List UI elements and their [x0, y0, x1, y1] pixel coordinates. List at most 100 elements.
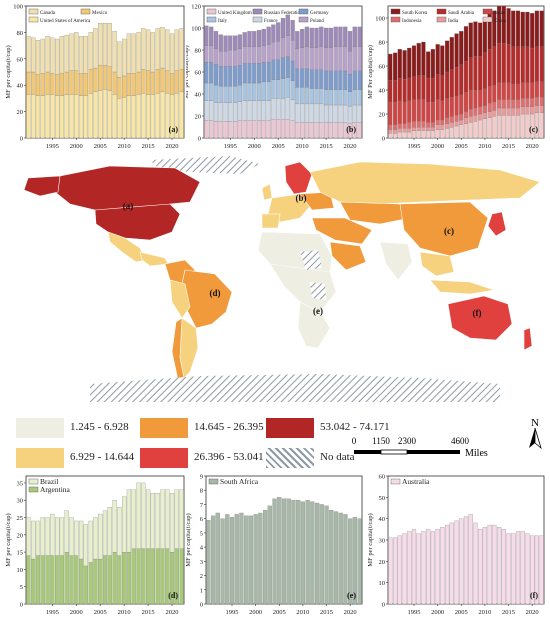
legend-label: Saudi Arabia — [448, 11, 475, 16]
scale-tick-3: 4600 — [451, 436, 470, 446]
bar-b-9-1 — [247, 100, 252, 121]
bar-b-2-2 — [213, 85, 219, 103]
bar-d-17-0 — [107, 555, 112, 605]
bar-d-1-0 — [31, 558, 36, 605]
bar-b-31-3 — [352, 70, 357, 90]
bar-b-28-2 — [338, 89, 343, 106]
bar-c-2-3 — [397, 100, 402, 124]
bar-a-8-2 — [64, 34, 69, 73]
bar-f-4-0 — [407, 531, 412, 605]
bar-b-15-2 — [276, 79, 281, 99]
ytick-label: 1 — [200, 587, 203, 594]
bar-c-14-3 — [454, 95, 459, 116]
ytick-label: 10 — [17, 567, 24, 574]
chart-panel-f: 0 10 20 30 40 50 60 1995 2000 2005 2010 2015 2020 MF … — [368, 472, 550, 621]
bar-b-8-1 — [242, 100, 247, 121]
scale-tick-2: 2300 — [398, 436, 417, 446]
legend-swatch — [28, 8, 39, 15]
legend-swatch — [390, 16, 401, 23]
bar-b-0-0 — [204, 120, 209, 139]
bar-c-4-1 — [407, 128, 412, 133]
bar-d-19-0 — [117, 555, 122, 605]
bar-c-21-2 — [487, 103, 492, 112]
bar-f-32-0 — [539, 535, 544, 605]
bar-e-3-0 — [220, 518, 225, 605]
legend-swatch — [28, 486, 39, 493]
region-australia — [447, 295, 513, 341]
bar-b-16-0 — [280, 119, 286, 139]
bar-b-22-2 — [309, 88, 314, 105]
bar-e-4-0 — [225, 514, 230, 605]
bar-e-5-0 — [229, 517, 235, 605]
bar-b-26-3 — [328, 70, 333, 90]
panel-label: (c) — [529, 125, 538, 134]
bar-a-18-0 — [112, 94, 117, 139]
bar-f-9-0 — [430, 531, 435, 605]
world-map: (a) (b) (c) (d) (e) (f) — [0, 152, 550, 402]
bar-c-31-1 — [534, 105, 539, 113]
legend-label: Russian Federation — [264, 11, 303, 16]
bar-c-19-1 — [478, 113, 483, 121]
bar-a-6-2 — [55, 38, 60, 75]
panel-label: (d) — [168, 591, 178, 600]
bar-b-6-1 — [233, 102, 238, 122]
bar-c-31-3 — [534, 81, 539, 98]
ytick-label: 120 — [191, 4, 201, 11]
bar-c-7-3 — [421, 99, 426, 122]
ytick-label: 40 — [379, 516, 386, 523]
bar-b-26-1 — [328, 104, 333, 123]
bar-a-24-2 — [141, 28, 146, 70]
bar-b-23-5 — [314, 27, 319, 48]
bar-c-28-4 — [520, 46, 525, 83]
bar-d-20-1 — [122, 496, 127, 553]
bar-f-31-0 — [534, 535, 539, 605]
bar-c-7-5 — [421, 41, 426, 76]
bar-c-32-5 — [539, 10, 544, 47]
bar-b-4-2 — [223, 86, 228, 103]
region-mexico — [107, 231, 147, 263]
bar-c-15-5 — [459, 31, 464, 65]
bar-d-24-1 — [141, 482, 146, 549]
bar-c-6-3 — [416, 99, 421, 122]
ytick-label: 100 — [191, 26, 201, 33]
bar-b-5-5 — [228, 35, 233, 51]
bar-b-1-3 — [209, 61, 214, 84]
bar-c-18-2 — [473, 107, 478, 116]
legend-swatch — [482, 8, 493, 15]
map-label-b: (b) — [296, 193, 307, 203]
bar-c-23-3 — [497, 82, 502, 100]
bar-d-16-0 — [102, 555, 108, 605]
bar-b-27-2 — [333, 89, 338, 106]
bar-a-2-2 — [35, 40, 41, 75]
bar-b-16-3 — [280, 57, 286, 79]
bar-e-15-0 — [277, 497, 282, 605]
bar-f-6-0 — [416, 533, 421, 605]
bar-f-7-0 — [421, 531, 426, 605]
region-usa — [94, 203, 181, 241]
bar-a-9-0 — [69, 94, 74, 139]
bar-d-19-1 — [117, 507, 122, 556]
bar-c-3-3 — [402, 101, 407, 124]
bar-d-13-1 — [88, 520, 93, 563]
bar-c-5-0 — [411, 130, 417, 139]
bar-a-18-1 — [112, 71, 117, 95]
bar-a-0-1 — [26, 71, 31, 95]
bar-a-29-1 — [165, 70, 170, 94]
bar-b-18-5 — [290, 20, 295, 41]
ylabel: MF Per capita(t/cap) — [368, 45, 374, 99]
bar-e-19-0 — [296, 500, 301, 605]
bar-c-18-0 — [473, 121, 478, 139]
bar-e-22-0 — [310, 501, 315, 605]
bar-a-12-2 — [83, 36, 88, 74]
xtick-label: 2005 — [455, 609, 468, 616]
bar-a-30-1 — [169, 73, 175, 95]
bar-a-15-0 — [98, 90, 103, 139]
bar-d-32-0 — [179, 548, 184, 605]
bar-a-5-2 — [50, 37, 55, 74]
bar-c-18-1 — [473, 115, 478, 122]
bar-c-28-1 — [520, 106, 525, 115]
bar-b-19-3 — [295, 68, 300, 88]
bar-c-24-3 — [501, 82, 506, 100]
bar-d-0-1 — [26, 517, 31, 556]
bar-a-11-2 — [78, 36, 84, 74]
